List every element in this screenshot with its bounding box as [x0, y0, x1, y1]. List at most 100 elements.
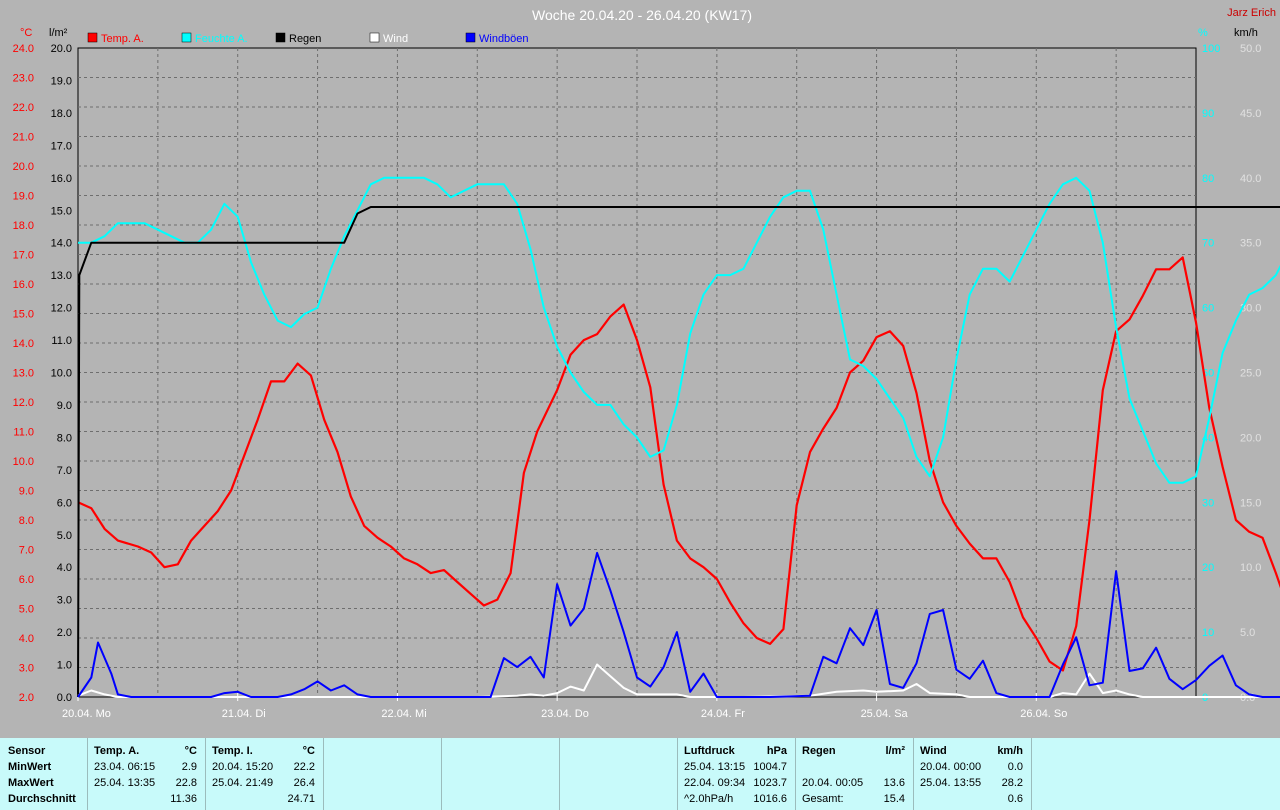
day-label: 23.04. Do — [541, 708, 589, 720]
temp-a-max-value: 22.8 — [175, 777, 197, 789]
series-line-4 — [77, 551, 1280, 698]
temp-i-min-time: 20.04. 15:20 — [212, 761, 274, 773]
series-line-1 — [78, 176, 1280, 484]
wind-tick-label: 30.0 — [1240, 303, 1261, 315]
temp-tick-label: 2.0 — [19, 692, 34, 704]
temp-tick-label: 22.0 — [13, 102, 34, 114]
rain-tick-label: 12.0 — [51, 303, 72, 315]
chart-title: Woche 20.04.20 - 26.04.20 (KW17) — [532, 7, 752, 23]
temp-tick-label: 21.0 — [13, 132, 34, 144]
humidity-tick-label: 90 — [1202, 108, 1214, 120]
stats-col-empty-2 — [442, 738, 560, 810]
temp-i-max-value: 26.4 — [293, 777, 315, 789]
pressure-trend: ^2.0hPa/h — [684, 793, 734, 805]
rain-tick-label: 16.0 — [51, 173, 72, 185]
legend-swatch — [275, 32, 286, 43]
header-temp-i-unit: °C — [302, 745, 315, 757]
humidity-tick-label: 10 — [1202, 627, 1214, 639]
legend-label: Wind — [383, 33, 408, 45]
rain-total-label: Gesamt: — [802, 793, 844, 805]
temp-tick-label: 15.0 — [13, 309, 34, 321]
rain-tick-label: 1.0 — [57, 660, 72, 672]
rain-max-value: 13.6 — [883, 777, 905, 789]
rain-tick-label: 19.0 — [51, 75, 72, 87]
pressure-avg-value: 1016.6 — [753, 793, 787, 805]
rain-tick-label: 15.0 — [51, 205, 72, 217]
legend-swatch — [465, 32, 476, 43]
rain-tick-label: 9.0 — [57, 400, 72, 412]
header-sensor: Sensor — [8, 745, 46, 757]
rain-axis-unit: l/m² — [49, 27, 68, 39]
header-rain-unit: l/m² — [885, 745, 905, 757]
humidity-tick-label: 100 — [1202, 43, 1220, 55]
day-label: 22.04. Mi — [381, 708, 426, 720]
stats-col-sensor: Sensor MinWert MaxWert Durchschnitt — [0, 738, 88, 810]
rain-tick-label: 13.0 — [51, 270, 72, 282]
rain-tick-label: 11.0 — [51, 335, 72, 347]
wind-tick-label: 35.0 — [1240, 238, 1261, 250]
temp-tick-label: 17.0 — [13, 250, 34, 262]
rain-tick-label: 6.0 — [57, 497, 72, 509]
header-wind-unit: km/h — [997, 745, 1023, 757]
temp-a-avg-value: 11.36 — [170, 793, 197, 805]
wind-max-value: 28.2 — [1001, 777, 1023, 789]
temp-a-min-time: 23.04. 06:15 — [94, 761, 156, 773]
temp-a-min-value: 2.9 — [181, 761, 197, 773]
rain-tick-label: 17.0 — [51, 140, 72, 152]
rain-tick-label: 3.0 — [57, 595, 72, 607]
stats-col-temp-i: Temp. I. °C 20.04. 15:20 22.2 25.04. 21:… — [206, 738, 324, 810]
legend: Temp. A. Feuchte A. Regen Wind Windböen — [87, 32, 529, 45]
wind-tick-label: 50.0 — [1240, 43, 1261, 55]
temp-tick-label: 10.0 — [13, 456, 34, 468]
grid — [77, 47, 1197, 698]
header-temp-a: Temp. A. — [94, 745, 140, 757]
temp-tick-label: 24.0 — [13, 43, 34, 55]
rain-total-value: 15.4 — [883, 793, 905, 805]
pressure-min-value: 1004.7 — [753, 761, 787, 773]
header-rain: Regen — [802, 745, 836, 757]
temp-i-max-time: 25.04. 21:49 — [212, 777, 274, 789]
day-label: 20.04. Mo — [62, 708, 111, 720]
header-pressure: Luftdruck — [684, 745, 735, 757]
rain-tick-label: 5.0 — [57, 530, 72, 542]
rain-tick-label: 2.0 — [57, 627, 72, 639]
stats-col-temp-a: Temp. A. °C 23.04. 06:15 2.9 25.04. 13:3… — [88, 738, 206, 810]
pressure-max-value: 1023.7 — [753, 777, 787, 789]
temp-tick-label: 9.0 — [19, 486, 34, 498]
stats-col-wind: Wind km/h 20.04. 00:00 0.0 25.04. 13:55 … — [914, 738, 1032, 810]
wind-tick-label: 15.0 — [1240, 497, 1261, 509]
temp-tick-label: 16.0 — [13, 279, 34, 291]
humidity-tick-label: 30 — [1202, 497, 1214, 509]
wind-tick-label: 5.0 — [1240, 627, 1255, 639]
header-pressure-unit: hPa — [766, 745, 787, 757]
wind-tick-label: 25.0 — [1240, 368, 1261, 380]
temp-tick-label: 11.0 — [13, 427, 34, 439]
temp-tick-label: 14.0 — [13, 338, 34, 350]
header-temp-i: Temp. I. — [212, 745, 253, 757]
stats-col-empty-3 — [560, 738, 678, 810]
legend-label: Temp. A. — [101, 33, 144, 45]
temp-i-min-value: 22.2 — [293, 761, 315, 773]
rain-tick-label: 20.0 — [51, 43, 72, 55]
day-label: 21.04. Di — [222, 708, 266, 720]
rain-tick-label: 0.0 — [57, 692, 72, 704]
rain-tick-label: 7.0 — [57, 465, 72, 477]
weather-chart: 24.0 23.0 22.0 21.0 20.0 19.0 18.0 17.0 16.0 15.0… — [13, 7, 1280, 720]
temp-tick-label: 23.0 — [13, 73, 34, 85]
temp-tick-label: 8.0 — [19, 515, 34, 527]
stats-col-rain: Regen l/m² 20.04. 00:05 13.6 Gesamt: 15.… — [796, 738, 914, 810]
wind-min-time: 20.04. 00:00 — [920, 761, 982, 773]
series-line-3 — [77, 663, 1280, 698]
series-group — [77, 176, 1280, 698]
wind-tick-label: 40.0 — [1240, 173, 1261, 185]
series-line-2 — [77, 206, 1280, 698]
wind-tick-label: 45.0 — [1240, 108, 1261, 120]
temp-tick-label: 13.0 — [13, 368, 34, 380]
temp-tick-label: 6.0 — [19, 574, 34, 586]
pressure-min-time: 25.04. 13:15 — [684, 761, 746, 773]
temp-a-max-time: 25.04. 13:35 — [94, 777, 156, 789]
pressure-max-time: 22.04. 09:34 — [684, 777, 746, 789]
humidity-tick-label: 20 — [1202, 562, 1214, 574]
temp-axis-unit: °C — [20, 27, 32, 39]
legend-swatch — [369, 32, 380, 43]
